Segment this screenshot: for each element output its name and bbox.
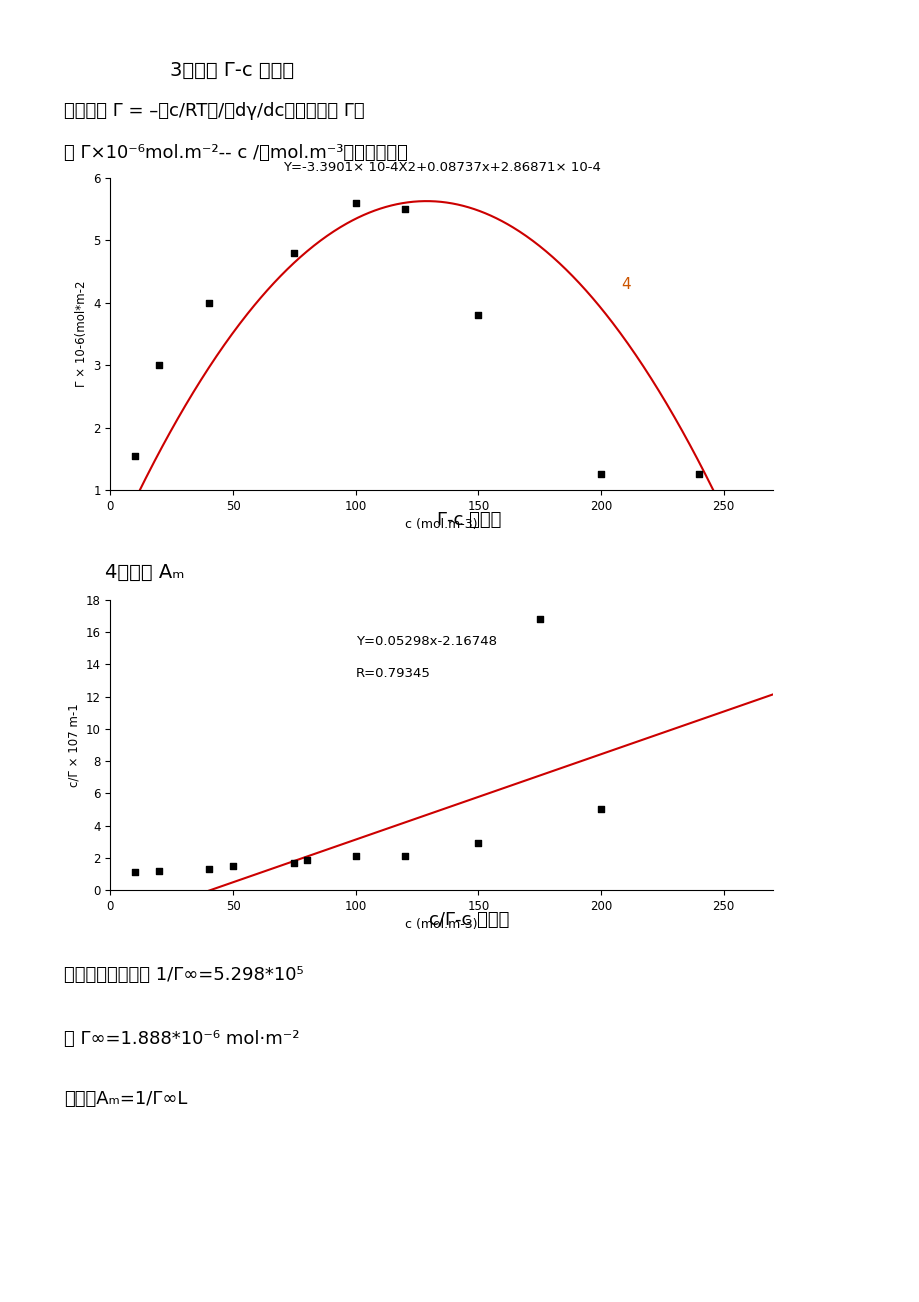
Text: R=0.79345: R=0.79345	[356, 668, 430, 681]
Point	[201, 293, 216, 314]
Y-axis label: Γ × 10-6(mol*m-2: Γ × 10-6(mol*m-2	[74, 281, 87, 387]
Point	[287, 242, 301, 263]
Text: 4、计算 Aₘ: 4、计算 Aₘ	[105, 562, 184, 582]
X-axis label: c (mol.m-3): c (mol.m-3)	[405, 918, 477, 931]
Y-axis label: c/Γ × 107 m-1: c/Γ × 107 m-1	[67, 703, 80, 786]
Point	[532, 609, 547, 630]
Point	[299, 850, 313, 871]
Point	[471, 833, 485, 854]
Title: Y=-3.3901× 10-4X2+0.08737x+2.86871× 10-4: Y=-3.3901× 10-4X2+0.08737x+2.86871× 10-4	[282, 161, 600, 174]
Point	[152, 354, 166, 375]
Point	[348, 846, 363, 867]
Text: 从图中得出：斜率 1/Γ∞=5.298*10⁵: 从图中得出：斜率 1/Γ∞=5.298*10⁵	[64, 966, 303, 984]
Point	[152, 861, 166, 881]
Point	[128, 862, 142, 883]
Text: 以 Γ×10⁻⁶mol.m⁻²-- c /（mol.m⁻³）作图如下：: 以 Γ×10⁻⁶mol.m⁻²-- c /（mol.m⁻³）作图如下：	[64, 143, 408, 161]
Text: 3、绘制 Γ-c 等温线: 3、绘制 Γ-c 等温线	[169, 61, 293, 81]
Point	[201, 858, 216, 879]
Text: c/Γ-c 等温线: c/Γ-c 等温线	[428, 911, 509, 930]
Point	[128, 445, 142, 466]
Point	[348, 193, 363, 214]
Text: Γ-c 等温线: Γ-c 等温线	[437, 510, 501, 529]
Point	[691, 464, 706, 484]
Point	[287, 853, 301, 874]
Text: Y=0.05298x-2.16748: Y=0.05298x-2.16748	[356, 635, 496, 648]
Text: 通过公式 Γ = –（c/RT）/（dγ/dc）就得一组 Γ。: 通过公式 Γ = –（c/RT）/（dγ/dc）就得一组 Γ。	[64, 102, 365, 120]
Point	[593, 464, 607, 484]
Point	[471, 305, 485, 326]
X-axis label: c (mol.m-3): c (mol.m-3)	[405, 518, 477, 531]
Point	[593, 799, 607, 820]
Point	[397, 199, 412, 220]
Point	[225, 855, 240, 876]
Text: 即 Γ∞=1.888*10⁻⁶ mol·m⁻²: 即 Γ∞=1.888*10⁻⁶ mol·m⁻²	[64, 1030, 300, 1048]
Point	[397, 846, 412, 867]
Text: 4: 4	[620, 276, 630, 292]
Text: 所以，Aₘ=1/Γ∞L: 所以，Aₘ=1/Γ∞L	[64, 1090, 187, 1108]
